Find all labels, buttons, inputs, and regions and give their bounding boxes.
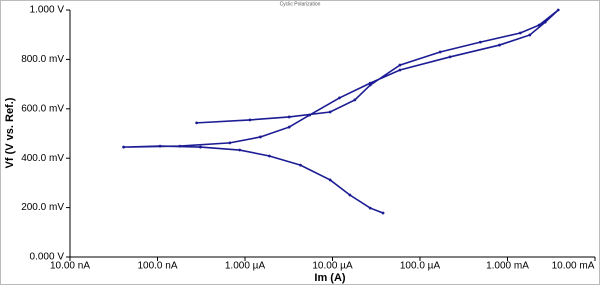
point (178, 144, 182, 148)
y-tick-label: 1.000 V (30, 5, 65, 16)
point (238, 148, 242, 152)
point (299, 163, 302, 167)
point (498, 43, 501, 47)
point (248, 118, 252, 122)
point (199, 145, 202, 149)
y-tick-label: 400.0 mV (21, 153, 64, 164)
point (122, 145, 126, 149)
point (556, 8, 560, 12)
point (195, 121, 199, 125)
point (518, 31, 522, 35)
chart-title: Cyclic Polarization (280, 1, 321, 7)
point (478, 40, 482, 44)
point (398, 63, 402, 67)
point (308, 113, 312, 117)
point (338, 96, 341, 100)
point (259, 135, 262, 139)
point (368, 81, 372, 85)
y-axis-title: Vf (V vs. Ref.) (4, 97, 16, 168)
point (448, 55, 452, 59)
point (287, 125, 291, 129)
x-tick-label: 10.00 µA (312, 261, 353, 272)
x-tick-label: 10.00 nA (50, 261, 90, 272)
x-axis-title: Im (A) (314, 272, 346, 284)
x-tick-label: 100.0 µA (400, 261, 441, 272)
point (353, 98, 357, 102)
point (158, 144, 162, 148)
point (398, 68, 402, 72)
point (328, 110, 332, 114)
point (368, 206, 372, 210)
point (537, 23, 541, 27)
x-tick-label: 1.000 mA (486, 261, 529, 272)
point (228, 141, 232, 145)
point (528, 33, 532, 37)
point (368, 83, 372, 87)
point (287, 115, 291, 119)
point (381, 211, 385, 215)
y-tick-label: 800.0 mV (21, 54, 64, 65)
point (438, 50, 442, 54)
x-tick-label: 1.000 µA (225, 261, 266, 272)
y-tick-label: 200.0 mV (21, 202, 64, 213)
point (543, 20, 547, 24)
point (348, 193, 352, 197)
y-tick-label: 600.0 mV (21, 103, 64, 114)
x-tick-label: 100.0 nA (137, 261, 177, 272)
point (328, 178, 332, 182)
y-tick-label: 0.000 V (30, 252, 65, 263)
series-line (123, 9, 559, 214)
x-tick-label: 10.00 mA (552, 261, 595, 272)
point (267, 154, 271, 158)
